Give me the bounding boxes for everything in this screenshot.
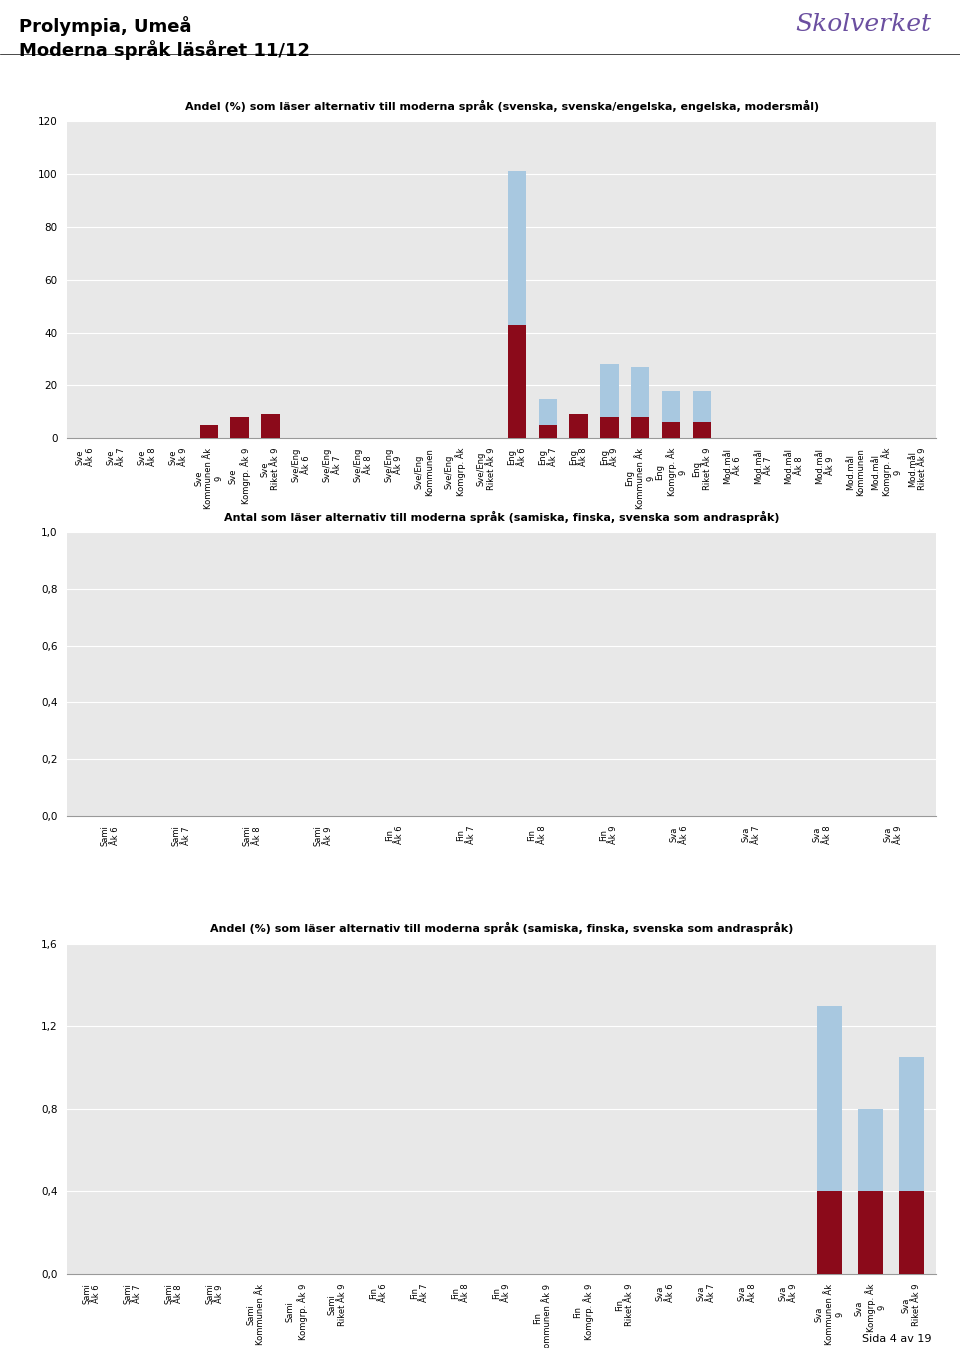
Bar xyxy=(858,1108,883,1192)
Bar xyxy=(692,422,711,438)
Bar xyxy=(692,391,711,422)
Bar xyxy=(600,417,618,438)
Bar xyxy=(661,391,681,422)
Text: Moderna språk läsåret 11/12: Moderna språk läsåret 11/12 xyxy=(19,40,310,61)
Bar xyxy=(900,1057,924,1192)
Bar xyxy=(858,1192,883,1274)
Bar xyxy=(817,1192,842,1274)
Bar xyxy=(661,422,681,438)
Bar xyxy=(569,414,588,438)
Bar xyxy=(508,325,526,438)
Text: Prolympia, Umeå: Prolympia, Umeå xyxy=(19,16,192,36)
Text: Skolverket: Skolverket xyxy=(795,13,931,36)
Bar xyxy=(631,417,650,438)
Legend: Flickor, Pojkar: Flickor, Pojkar xyxy=(433,608,570,631)
Bar xyxy=(900,1192,924,1274)
Bar xyxy=(508,171,526,325)
Legend: Flickor, Pojkar: Flickor, Pojkar xyxy=(433,968,570,991)
Text: Sida 4 av 19: Sida 4 av 19 xyxy=(862,1335,931,1344)
Bar xyxy=(230,417,249,438)
Bar xyxy=(200,425,218,438)
Bar xyxy=(817,1006,842,1192)
Title: Antal som läser alternativ till moderna språk (samiska, finska, svenska som andr: Antal som läser alternativ till moderna … xyxy=(224,511,780,523)
Title: Andel (%) som läser alternativ till moderna språk (svenska, svenska/engelska, en: Andel (%) som läser alternativ till mode… xyxy=(184,100,819,112)
Bar xyxy=(600,364,618,417)
Bar xyxy=(631,367,650,417)
Title: Andel (%) som läser alternativ till moderna språk (samiska, finska, svenska som : Andel (%) som läser alternativ till mode… xyxy=(210,922,793,934)
Bar xyxy=(539,425,557,438)
Bar xyxy=(539,399,557,425)
Bar xyxy=(261,414,279,438)
